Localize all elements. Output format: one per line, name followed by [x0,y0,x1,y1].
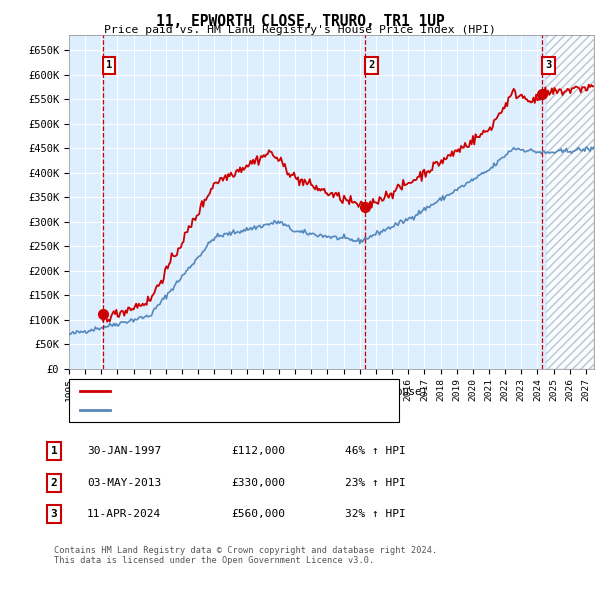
Text: Price paid vs. HM Land Registry's House Price Index (HPI): Price paid vs. HM Land Registry's House … [104,25,496,35]
Text: 32% ↑ HPI: 32% ↑ HPI [345,509,406,519]
Text: 11-APR-2024: 11-APR-2024 [87,509,161,519]
Text: 3: 3 [545,60,551,70]
Text: HPI: Average price, detached house, Cornwall: HPI: Average price, detached house, Corn… [115,405,389,415]
Text: Contains HM Land Registry data © Crown copyright and database right 2024.
This d: Contains HM Land Registry data © Crown c… [54,546,437,565]
Text: £330,000: £330,000 [231,478,285,487]
Text: 2: 2 [50,478,58,487]
Text: £560,000: £560,000 [231,509,285,519]
Text: 11, EPWORTH CLOSE, TRURO, TR1 1UP (detached house): 11, EPWORTH CLOSE, TRURO, TR1 1UP (detac… [115,386,427,396]
Text: 3: 3 [50,509,58,519]
Text: 2: 2 [368,60,374,70]
Text: 1: 1 [50,447,58,456]
Text: 23% ↑ HPI: 23% ↑ HPI [345,478,406,487]
Text: 1: 1 [106,60,112,70]
Text: 11, EPWORTH CLOSE, TRURO, TR1 1UP: 11, EPWORTH CLOSE, TRURO, TR1 1UP [155,14,445,28]
Text: 30-JAN-1997: 30-JAN-1997 [87,447,161,456]
Text: 03-MAY-2013: 03-MAY-2013 [87,478,161,487]
Text: £112,000: £112,000 [231,447,285,456]
Text: 46% ↑ HPI: 46% ↑ HPI [345,447,406,456]
